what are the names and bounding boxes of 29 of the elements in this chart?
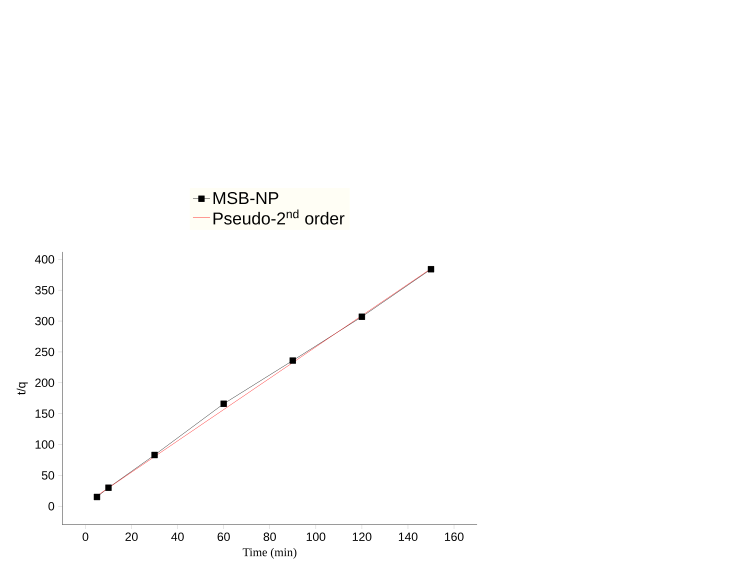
y-tick-label: 400 bbox=[34, 255, 54, 264]
y-tick-label: 250 bbox=[35, 348, 54, 356]
y-tick-label: 350 bbox=[35, 286, 54, 294]
legend-label: Pseudo-2$^{nd}$ order bbox=[214, 209, 344, 225]
y-axis-title: t/q bbox=[16, 382, 28, 395]
y-tick-label: 0 bbox=[48, 502, 54, 510]
y-tick-label: 100 bbox=[36, 440, 54, 449]
point bbox=[151, 452, 158, 458]
y-tick-label: 200 bbox=[35, 378, 54, 387]
point bbox=[220, 400, 227, 407]
x-tick-label: 0 bbox=[82, 532, 88, 541]
y-tick-label: 50 bbox=[42, 471, 54, 480]
legend-label: MSB-NP bbox=[214, 192, 278, 204]
x-axis-title: Time (min) bbox=[242, 548, 296, 559]
x-tick-label: 160 bbox=[444, 532, 464, 541]
x-tick-label: 40 bbox=[171, 532, 184, 541]
y-tick-label: 150 bbox=[36, 409, 54, 418]
point bbox=[105, 484, 112, 491]
point bbox=[428, 266, 434, 272]
point bbox=[94, 494, 100, 500]
x-tick-label: 100 bbox=[306, 532, 326, 541]
x-tick-label: 120 bbox=[352, 532, 372, 541]
x-tick-label: 60 bbox=[218, 532, 230, 541]
point bbox=[290, 357, 296, 364]
y-tick-label: 300 bbox=[35, 316, 54, 326]
x-tick-label: 20 bbox=[125, 532, 138, 541]
x-tick-label: 140 bbox=[398, 532, 418, 541]
x-tick-label: 80 bbox=[264, 532, 276, 541]
point bbox=[358, 313, 366, 320]
